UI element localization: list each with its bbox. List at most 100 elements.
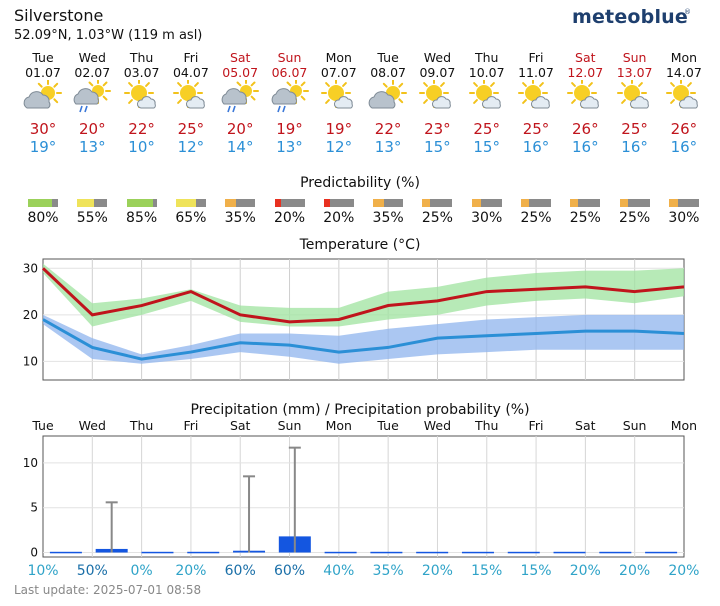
predictability-bar — [126, 199, 157, 207]
min-temperature: 16° — [572, 138, 599, 156]
predictability-rest — [52, 199, 58, 207]
precipitation-probability: 20% — [175, 563, 207, 579]
day-header: Fri 04.07 — [166, 50, 216, 80]
location-name: Silverstone — [14, 6, 104, 25]
min-temperature-band — [43, 314, 684, 364]
predictability-rest — [152, 199, 157, 207]
temperature-y-tick: 10 — [23, 354, 38, 368]
predictability-rest — [94, 199, 108, 207]
max-temperature: 26° — [572, 120, 599, 138]
day-of-week: Tue — [377, 50, 399, 65]
precipitation-day-label: Sat — [229, 418, 251, 433]
predictability-rest — [480, 199, 502, 207]
max-temperature: 19° — [276, 120, 303, 138]
predictability-bar — [422, 199, 453, 207]
day-date: 10.07 — [468, 65, 505, 80]
predictability-bar — [521, 199, 551, 207]
predictability-rest — [578, 199, 601, 207]
sun-cloud-icon — [314, 78, 364, 114]
day-of-week: Thu — [474, 50, 499, 65]
predictability-fill — [668, 199, 678, 207]
min-temperature: 13° — [79, 138, 106, 156]
max-temperature: 22° — [128, 120, 155, 138]
min-temperature: 12° — [325, 138, 353, 156]
day-header: Wed 02.07 — [67, 50, 117, 80]
predictability-fill — [570, 199, 579, 207]
precipitation-probability: 20% — [569, 563, 601, 579]
predictability-bar — [323, 199, 354, 207]
predictability-rest — [677, 199, 699, 207]
brand-mark: ® — [684, 8, 691, 16]
precipitation-probability: 40% — [323, 563, 355, 579]
precipitation-bar — [416, 551, 449, 554]
rain-shower-sun-icon — [265, 78, 315, 114]
predictability-value: 35% — [372, 210, 404, 226]
predictability-value: 25% — [619, 210, 651, 226]
predictability-rest — [627, 199, 650, 207]
rain-shower-sun-icon — [67, 78, 117, 114]
day-header: Tue 08.07 — [363, 50, 413, 80]
day-header: Sun 13.07 — [610, 50, 660, 80]
precipitation-day-label: Mon — [670, 418, 698, 433]
precipitation-chart: 0 5 10 — [23, 435, 685, 560]
min-temperature: 14° — [226, 138, 254, 156]
precipitation-probability: 15% — [471, 563, 503, 579]
predictability-rest — [280, 199, 305, 207]
day-of-week: Mon — [670, 50, 698, 65]
last-update: Last update: 2025-07-01 08:58 — [14, 583, 202, 597]
precipitation-bar — [599, 551, 632, 554]
predictability-bar — [28, 199, 58, 207]
precipitation-day-label: Fri — [528, 418, 544, 433]
day-date: 13.07 — [616, 65, 653, 80]
min-temperature: 15° — [473, 138, 500, 156]
predictability-fill — [274, 199, 281, 207]
day-date: 09.07 — [419, 65, 456, 80]
day-header: Sat 12.07 — [560, 50, 610, 80]
predictability-value: 85% — [126, 210, 158, 226]
precipitation-day-label: Thu — [129, 418, 154, 433]
precipitation-day-label: Thu — [474, 418, 499, 433]
day-of-week: Sun — [622, 50, 647, 65]
predictability-bar — [175, 199, 206, 207]
max-temperature: 25° — [522, 120, 550, 138]
day-of-week: Sat — [229, 50, 251, 65]
precipitation-plot-frame — [42, 435, 685, 558]
temperature-title: Temperature (°C) — [299, 237, 421, 253]
sun-cloud-icon — [511, 78, 561, 114]
precipitation-bar — [507, 551, 540, 554]
sun-cloud-icon — [166, 78, 216, 114]
predictability-fill — [28, 199, 52, 207]
predictability-bar — [471, 199, 502, 207]
predictability-fill — [225, 199, 237, 207]
predictability-rest — [195, 199, 206, 207]
precipitation-bar — [553, 551, 586, 554]
precipitation-bar — [645, 551, 678, 554]
precipitation-probability: 20% — [421, 563, 453, 579]
predictability-fill — [373, 199, 385, 207]
day-date: 12.07 — [567, 65, 604, 80]
predictability-value: 25% — [520, 210, 552, 226]
precipitation-day-label: Fri — [183, 418, 199, 433]
predictability-value: 20% — [273, 210, 306, 226]
predictability-rest — [329, 199, 354, 207]
predictability-rest — [384, 199, 404, 207]
brand-logo[interactable]: meteoblue — [571, 6, 688, 28]
precipitation-probability: 60% — [224, 563, 256, 579]
cloudy-sun-icon — [363, 79, 413, 114]
max-temperature: 25° — [621, 120, 648, 138]
min-temperature: 13° — [374, 138, 402, 156]
day-of-week: Sat — [575, 50, 596, 65]
predictability-bar — [77, 199, 108, 207]
cloudy-sun-icon — [18, 79, 68, 114]
day-date: 05.07 — [222, 65, 259, 80]
precipitation-bar — [461, 551, 494, 554]
precipitation-day-label: Wed — [423, 418, 452, 433]
precipitation-bar — [324, 551, 357, 554]
precipitation-y-tick: 0 — [30, 546, 38, 560]
predictability-rest — [430, 199, 453, 207]
predictability-bar — [619, 199, 650, 207]
temperature-y-tick: 30 — [23, 261, 38, 275]
precipitation-probability: 15% — [520, 563, 552, 579]
max-temperature: 23° — [424, 120, 451, 138]
precipitation-day-label: Sun — [622, 418, 647, 433]
